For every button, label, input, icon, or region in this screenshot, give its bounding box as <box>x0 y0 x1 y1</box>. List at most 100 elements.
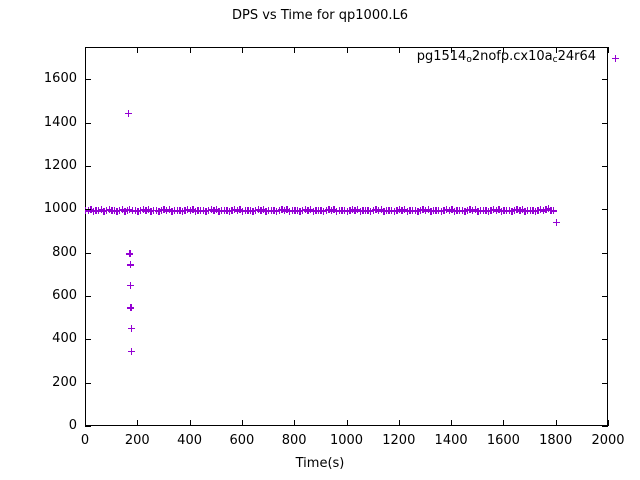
data-point <box>471 206 479 214</box>
data-point <box>270 206 278 214</box>
y-axis-tick-right <box>602 166 608 168</box>
data-point <box>254 206 262 214</box>
data-point <box>293 206 301 214</box>
data-point <box>127 347 135 355</box>
data-point <box>552 218 560 226</box>
data-point <box>372 206 380 214</box>
y-axis-tick <box>85 296 91 298</box>
x-axis-tick-top <box>451 47 453 53</box>
data-point <box>325 206 333 214</box>
data-point <box>544 205 552 213</box>
y-axis-tick-right <box>602 339 608 341</box>
data-point <box>505 206 513 214</box>
data-point <box>223 206 231 214</box>
data-point <box>419 206 427 214</box>
data-point <box>134 207 142 215</box>
data-point <box>340 206 348 214</box>
y-axis-tick <box>85 166 91 168</box>
data-point <box>435 206 443 214</box>
data-point <box>207 206 215 214</box>
data-point <box>199 206 207 214</box>
x-axis-tick <box>503 420 505 426</box>
data-point <box>377 206 385 214</box>
data-point <box>301 206 309 214</box>
x-axis-tick-top <box>241 47 243 53</box>
data-point <box>411 206 419 214</box>
data-point <box>442 206 450 214</box>
data-point <box>424 206 432 214</box>
y-axis-tick <box>85 209 91 211</box>
x-axis-tick-label: 1000 <box>329 433 364 448</box>
x-axis-tick-top <box>294 47 296 53</box>
data-point <box>348 206 356 214</box>
data-point <box>259 206 267 214</box>
x-axis-tick-label: 600 <box>229 433 255 448</box>
y-axis-tick-label: 800 <box>52 244 77 260</box>
y-axis-tick-label: 600 <box>52 288 77 304</box>
y-axis-tick <box>85 79 91 81</box>
data-point <box>97 206 105 214</box>
data-point <box>231 206 239 214</box>
x-axis-tick-label: 1800 <box>539 433 573 448</box>
data-point <box>105 206 113 214</box>
data-point <box>306 206 314 214</box>
x-axis-tick-label: 1200 <box>382 433 416 448</box>
data-point <box>236 206 244 214</box>
data-point <box>127 325 135 333</box>
y-axis-tick-right <box>602 252 608 254</box>
data-point <box>131 206 139 214</box>
data-point <box>482 206 490 214</box>
legend-entry-label: pg1514o2nofp.cx10ac24r64 <box>416 49 596 65</box>
y-axis-tick-label: 1200 <box>43 158 77 174</box>
x-axis-tick-label: 1600 <box>486 433 520 448</box>
x-axis-tick-top <box>85 47 86 53</box>
data-point <box>513 206 521 214</box>
x-axis-tick <box>555 420 557 426</box>
data-point <box>364 206 372 214</box>
y-axis-tick-label: 1000 <box>43 201 77 217</box>
x-axis-tick <box>241 420 243 426</box>
data-point <box>142 207 150 215</box>
y-axis-tick-label: 0 <box>68 418 77 433</box>
x-axis-tick-label: 1400 <box>434 433 468 448</box>
data-point <box>401 206 409 214</box>
data-point <box>537 206 545 214</box>
y-axis-tick-label: 400 <box>52 331 77 347</box>
data-point <box>466 206 474 214</box>
data-point <box>85 207 92 215</box>
x-axis-tick-top <box>346 47 348 53</box>
x-axis-tick-top <box>189 47 191 53</box>
data-point <box>144 206 152 214</box>
y-axis-tick <box>85 122 91 124</box>
x-axis-tick <box>294 420 296 426</box>
data-point <box>189 206 197 214</box>
x-axis-tick-label: 0 <box>80 433 90 448</box>
data-point <box>126 261 134 269</box>
plot-data-area <box>85 47 608 426</box>
data-point <box>550 207 558 215</box>
data-point <box>212 206 220 214</box>
data-point <box>330 206 338 214</box>
y-axis-tick-label: 1400 <box>43 114 77 130</box>
data-point <box>184 206 191 214</box>
y-axis-tick <box>85 426 91 427</box>
data-point <box>139 206 147 214</box>
x-axis-tick-label: 2000 <box>591 433 625 448</box>
y-axis-tick <box>85 339 91 341</box>
data-point <box>176 206 184 214</box>
data-point <box>110 206 118 214</box>
x-axis-tick-top <box>555 47 557 53</box>
x-axis-tick <box>189 420 191 426</box>
y-axis-tick-label: 1600 <box>43 71 77 87</box>
y-axis-tick-right <box>602 79 608 81</box>
data-point <box>317 206 325 214</box>
data-point <box>448 206 456 214</box>
data-point <box>118 206 126 214</box>
x-axis-tick-label: 800 <box>281 433 307 448</box>
data-point <box>125 206 133 214</box>
data-point <box>126 250 134 258</box>
data-point <box>165 206 173 214</box>
y-axis-tick-right <box>602 426 608 427</box>
x-axis-tick-label: 200 <box>124 433 150 448</box>
